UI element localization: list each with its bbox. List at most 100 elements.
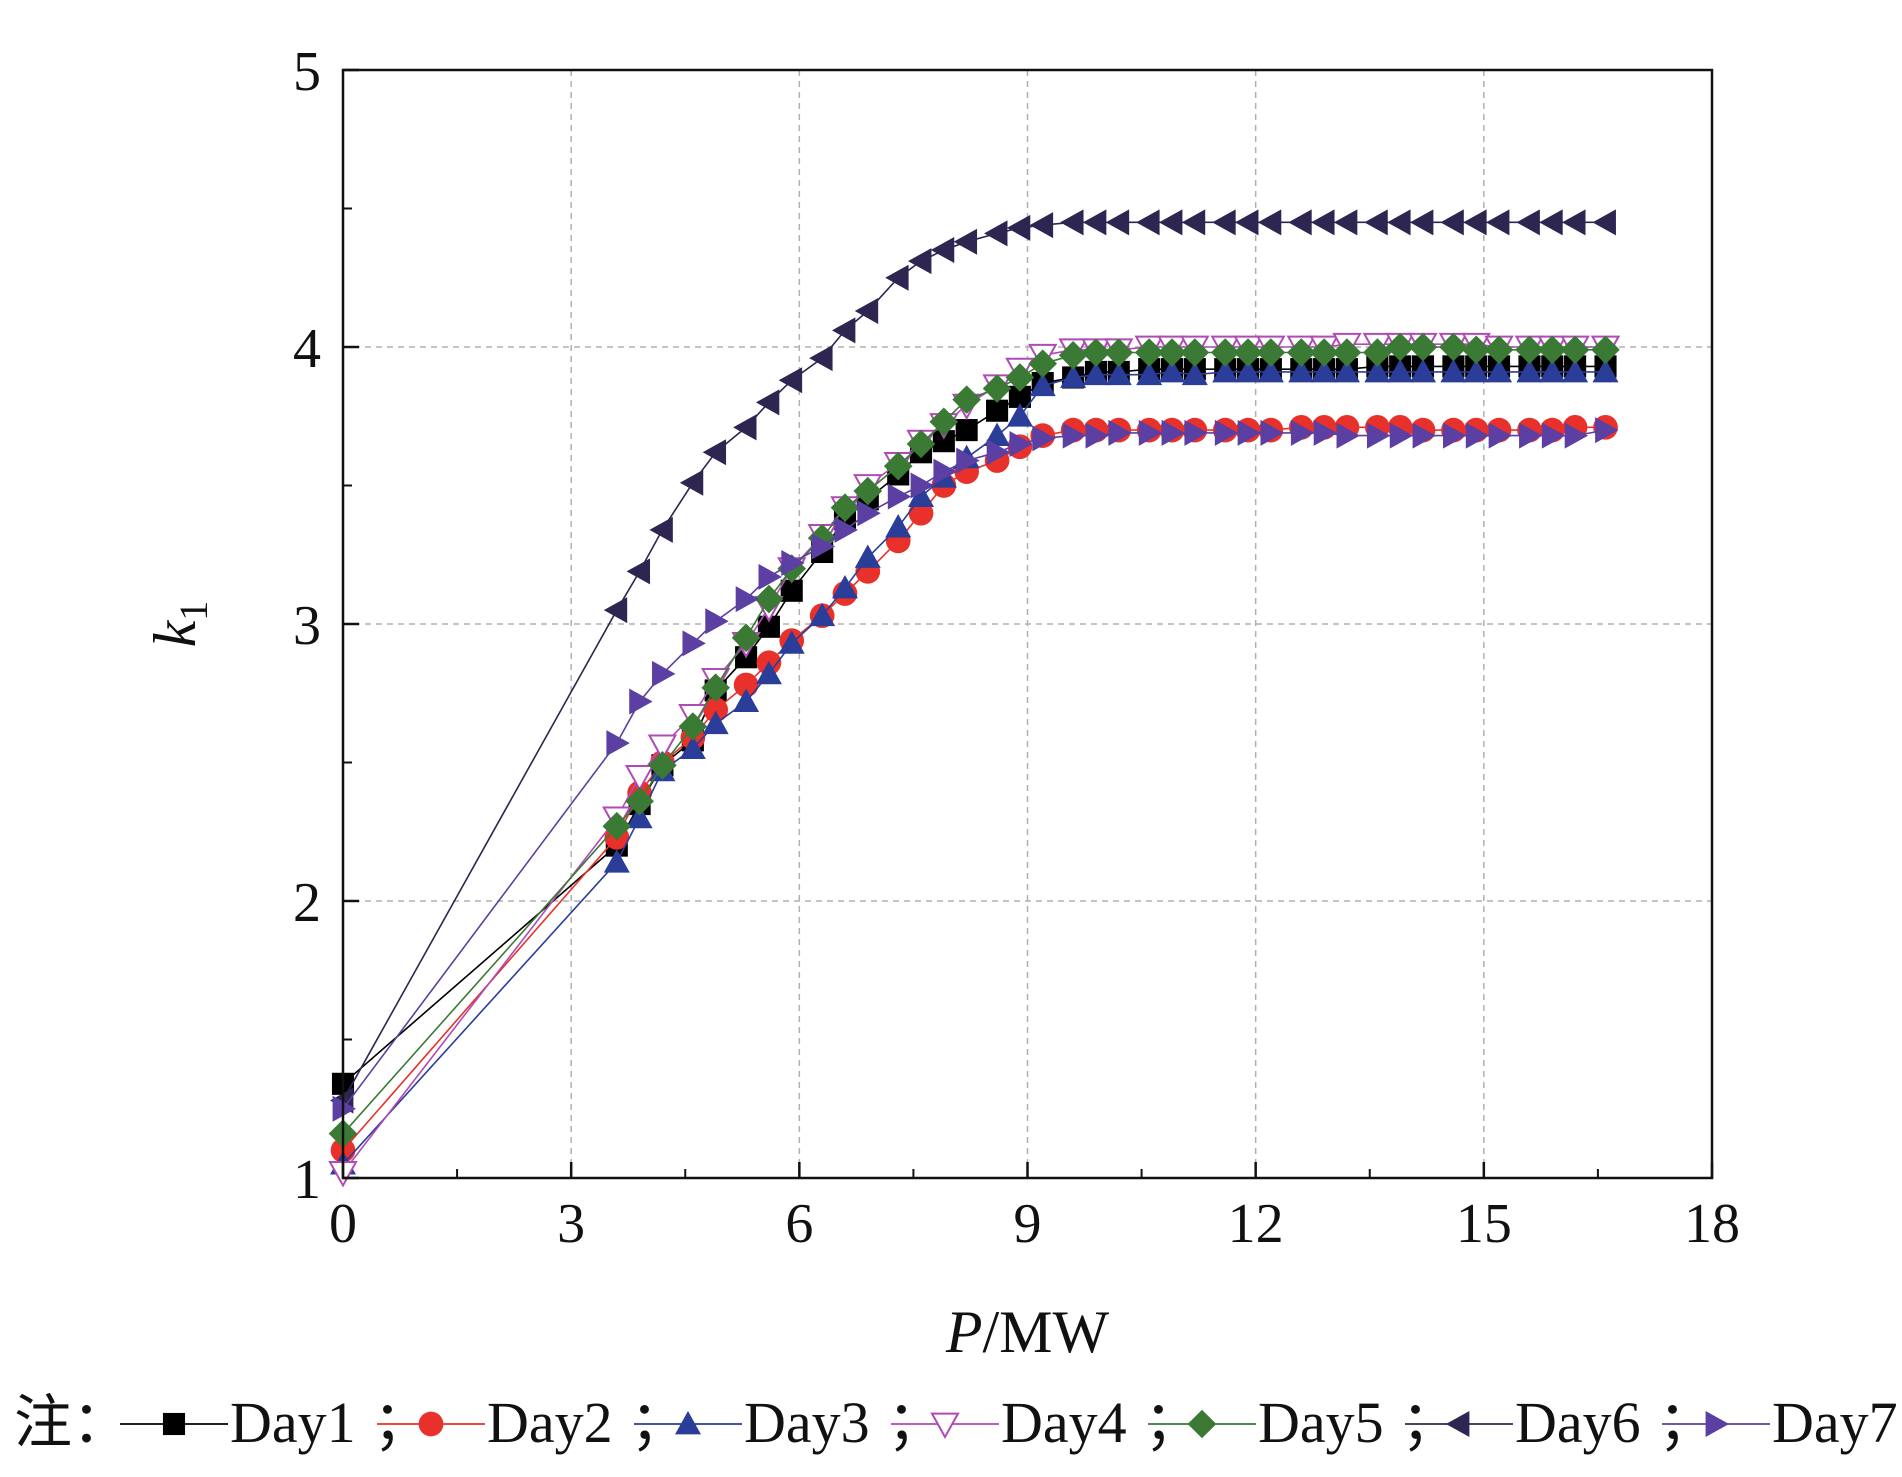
data-point (1235, 358, 1262, 383)
data-point (602, 811, 632, 841)
data-point (1157, 338, 1187, 367)
legend-label: Day6 (1515, 1390, 1641, 1455)
data-point (1412, 422, 1436, 449)
data-point (731, 623, 761, 653)
data-point (1541, 422, 1566, 449)
data-point (1029, 212, 1054, 239)
data-point (678, 712, 708, 741)
data-point (1058, 341, 1088, 370)
legend: 注：Day1；Day2；Day3；Day4；Day5；Day6；Day7。 (14, 1390, 1898, 1455)
data-point (703, 697, 729, 723)
series-line (342, 429, 1606, 1110)
y-axis-title-symbol: k (142, 619, 208, 647)
y-tick-label: 1 (293, 1149, 321, 1211)
data-point (986, 399, 1009, 422)
data-point (1032, 425, 1056, 452)
data-point (885, 514, 912, 538)
data-point (932, 430, 955, 453)
legend-note: 注： (14, 1390, 130, 1455)
data-point (929, 407, 959, 437)
legend-item-day2: Day2 ； (377, 1390, 688, 1455)
data-point (1336, 422, 1360, 449)
data-point (1212, 209, 1236, 236)
x-tick-label: 3 (557, 1193, 585, 1255)
legend-label: Day7 (1772, 1390, 1898, 1455)
legend-separator: ； (887, 1390, 945, 1455)
data-point (332, 1095, 356, 1122)
x-axis-title-symbol: P (945, 1299, 983, 1365)
data-point (1136, 361, 1163, 386)
data-point (1288, 209, 1312, 236)
data-point (603, 597, 628, 624)
data-point (652, 660, 676, 687)
grid-lines (343, 70, 1712, 1178)
data-point (885, 264, 909, 291)
legend-item-day1: Day1； (120, 1390, 431, 1455)
data-point (982, 374, 1012, 403)
y-tick-label: 5 (293, 41, 321, 103)
data-point (1516, 209, 1540, 236)
data-point (853, 476, 883, 506)
data-point (857, 500, 881, 527)
data-point (1439, 332, 1468, 362)
data-point (702, 710, 729, 735)
data-point (603, 849, 630, 873)
data-point (908, 500, 934, 526)
data-point (705, 608, 729, 635)
data-point (1288, 358, 1315, 383)
data-point (811, 533, 836, 560)
series-day5 (328, 332, 1620, 1148)
y-tick-label: 2 (293, 872, 321, 934)
data-point (679, 469, 704, 496)
data-point (733, 414, 757, 441)
x-axis-title: P/MW (945, 1299, 1110, 1365)
data-point (647, 734, 678, 761)
data-point (1595, 417, 1619, 444)
data-point (1309, 338, 1339, 367)
data-point (956, 447, 980, 474)
legend-item-day5: Day5； (1148, 1390, 1459, 1455)
y-tick-label: 4 (293, 318, 321, 380)
data-point (606, 730, 630, 757)
legend-item-day6: Day6； (1405, 1390, 1716, 1455)
data-point (778, 367, 803, 394)
x-tick-label: 12 (1228, 1193, 1284, 1255)
data-point (735, 586, 760, 613)
data-point (1562, 209, 1586, 236)
data-point (757, 615, 780, 638)
legend-label: Day2 (487, 1390, 613, 1455)
data-point (1519, 422, 1543, 449)
data-point (1062, 422, 1087, 449)
data-point (1235, 209, 1259, 236)
data-point (1408, 332, 1438, 362)
data-point (830, 493, 860, 522)
data-point (955, 419, 978, 442)
legend-marker (1705, 1411, 1729, 1437)
data-point (854, 297, 879, 324)
data-point (1212, 358, 1239, 383)
data-point (1389, 422, 1414, 449)
legend-label: Day4 (1001, 1390, 1127, 1455)
data-point (1287, 338, 1316, 367)
data-point (1006, 403, 1033, 427)
legend-item-day7: Day7。 (1662, 1390, 1898, 1455)
data-point (1029, 372, 1056, 397)
data-point (626, 558, 651, 585)
series-line (342, 426, 1606, 1151)
data-point (831, 317, 856, 344)
data-point (1592, 209, 1616, 236)
data-point (1159, 209, 1183, 236)
legend-label: Day3 (744, 1390, 870, 1455)
data-point (1105, 361, 1132, 386)
x-tick-label: 18 (1684, 1193, 1740, 1255)
data-point (1214, 419, 1239, 446)
x-tick-label: 9 (1014, 1193, 1042, 1255)
data-point (1060, 364, 1087, 388)
data-point (1539, 358, 1566, 383)
data-point (1560, 335, 1590, 365)
data-point (1028, 349, 1058, 378)
data-point (906, 429, 936, 459)
data-point (1516, 358, 1543, 383)
series-day6 (330, 209, 1616, 1114)
